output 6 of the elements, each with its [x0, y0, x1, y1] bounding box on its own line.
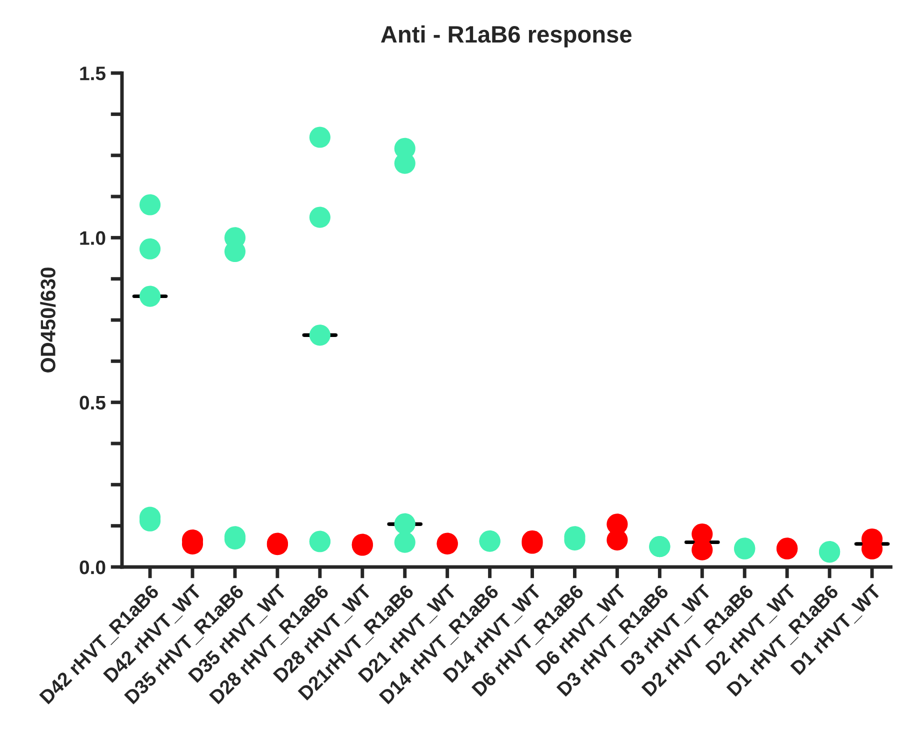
y-axis-title: OD450/630 — [40, 268, 56, 372]
y-tick-label: 0.5 — [80, 396, 106, 410]
chart-title: Anti - R1aB6 response — [380, 25, 632, 48]
y-tick-label: 0.0 — [80, 560, 106, 574]
y-tick-label: 1.5 — [80, 66, 106, 80]
y-tick-label: 1.0 — [80, 231, 106, 245]
